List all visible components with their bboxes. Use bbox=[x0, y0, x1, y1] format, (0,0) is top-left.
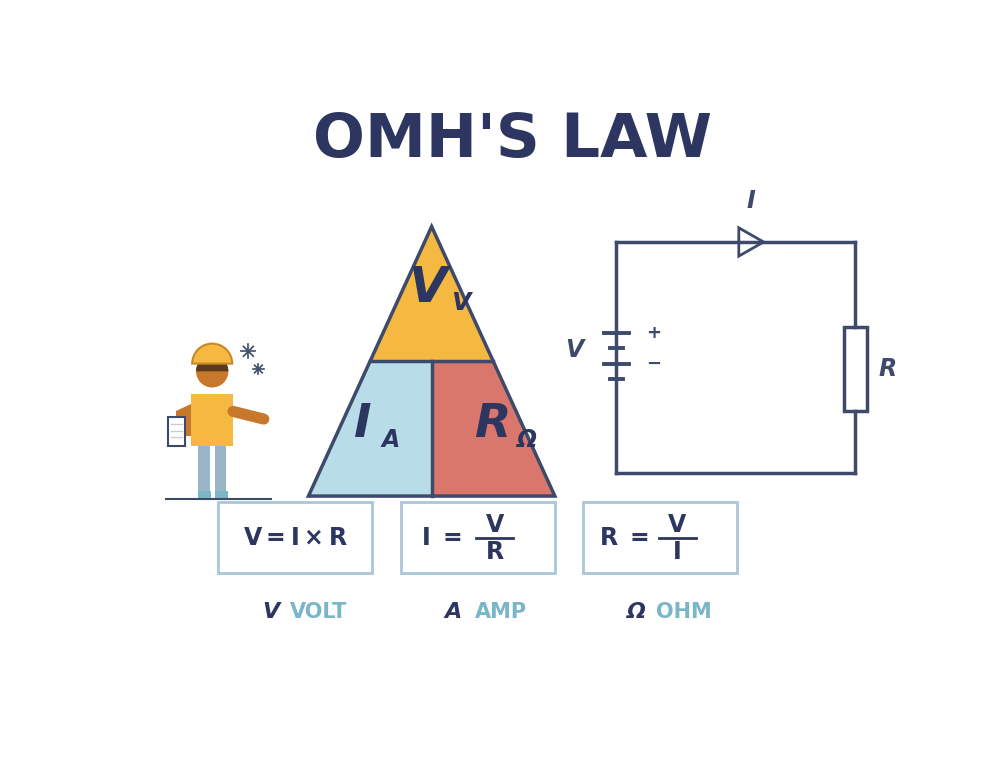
Text: V: V bbox=[565, 338, 583, 362]
Polygon shape bbox=[739, 228, 764, 256]
FancyBboxPatch shape bbox=[583, 503, 737, 573]
Text: OHM: OHM bbox=[656, 601, 711, 622]
Text: I: I bbox=[747, 189, 756, 212]
Text: I: I bbox=[673, 539, 682, 563]
Bar bbox=[215, 492, 228, 499]
Text: $\bf{V = I \times R}$: $\bf{V = I \times R}$ bbox=[243, 526, 348, 549]
FancyBboxPatch shape bbox=[218, 503, 372, 573]
Text: +: + bbox=[646, 324, 661, 342]
Text: −: − bbox=[646, 355, 661, 373]
Text: A: A bbox=[445, 601, 462, 622]
Text: VOLT: VOLT bbox=[290, 601, 347, 622]
Text: $\bf{R\ =}$: $\bf{R\ =}$ bbox=[599, 526, 648, 549]
FancyBboxPatch shape bbox=[401, 503, 555, 573]
Text: V: V bbox=[408, 264, 447, 312]
Text: V: V bbox=[262, 601, 279, 622]
Bar bbox=[198, 492, 211, 499]
Polygon shape bbox=[370, 226, 493, 361]
Text: $\bf{I\ =}$: $\bf{I\ =}$ bbox=[421, 526, 461, 549]
Text: R: R bbox=[486, 539, 504, 563]
Text: Ω: Ω bbox=[516, 428, 536, 452]
Text: R: R bbox=[878, 357, 896, 381]
Text: V: V bbox=[668, 513, 686, 537]
Polygon shape bbox=[176, 404, 191, 436]
Text: V: V bbox=[486, 513, 504, 537]
Bar bbox=[198, 445, 210, 492]
Wedge shape bbox=[196, 356, 228, 371]
Polygon shape bbox=[308, 361, 432, 496]
Text: R: R bbox=[475, 402, 511, 447]
Text: A: A bbox=[382, 428, 400, 452]
Bar bbox=[844, 327, 867, 412]
Bar bbox=[168, 417, 185, 446]
Text: OMH'S LAW: OMH'S LAW bbox=[313, 111, 712, 170]
Text: I: I bbox=[354, 402, 371, 447]
Bar bbox=[215, 445, 226, 492]
Text: Ω: Ω bbox=[626, 601, 645, 622]
Bar bbox=[191, 394, 233, 446]
Circle shape bbox=[196, 356, 228, 387]
Text: AMP: AMP bbox=[475, 601, 527, 622]
Text: V: V bbox=[451, 291, 471, 315]
Polygon shape bbox=[432, 361, 555, 496]
Wedge shape bbox=[192, 344, 232, 363]
